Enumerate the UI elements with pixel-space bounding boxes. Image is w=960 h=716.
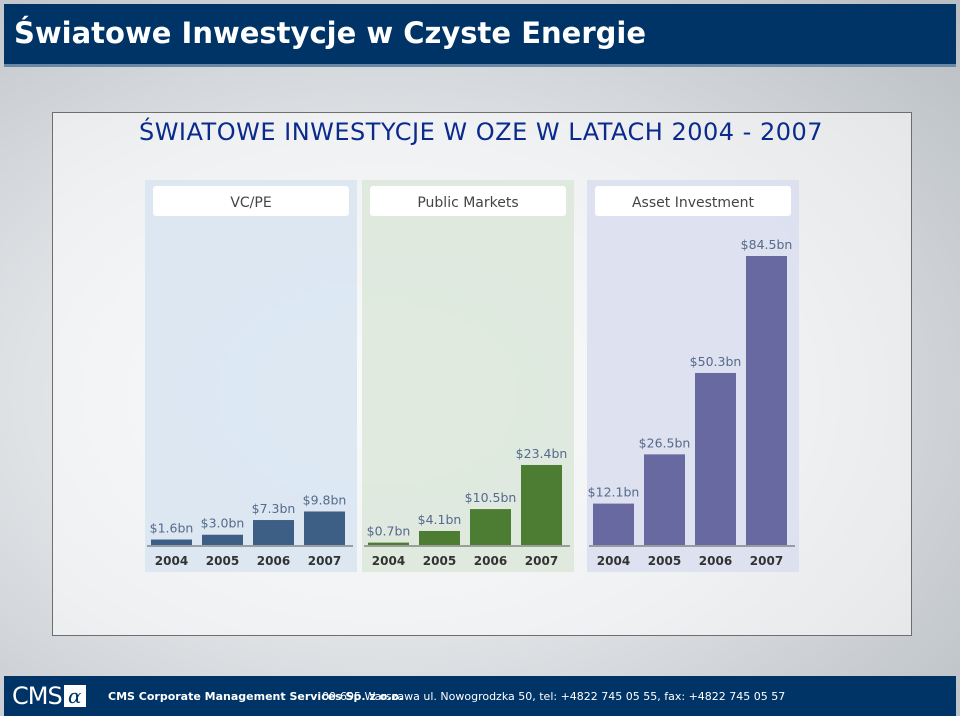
data-label: $12.1bn [588, 485, 640, 500]
year-tick-label: 2004 [372, 554, 405, 568]
bar [695, 372, 736, 545]
chart-heading: ŚWIATOWE INWESTYCJE W OZE W LATACH 2004 … [138, 118, 824, 146]
bar [470, 509, 511, 545]
year-tick-label: 2006 [699, 554, 732, 568]
bar [419, 530, 460, 545]
panel-title: Public Markets [417, 195, 518, 211]
footer-bar: CMS α CMS Corporate Management Services … [4, 676, 956, 716]
company-name: CMS Corporate Management Services Sp. z … [108, 690, 404, 703]
company-address: 00-695 Warszawa ul. Nowogrodzka 50, tel:… [322, 690, 786, 703]
year-tick-label: 2005 [206, 554, 239, 568]
data-label: $7.3bn [252, 501, 296, 516]
panel-title-box [595, 186, 791, 216]
year-tick-label: 2004 [155, 554, 188, 568]
year-tick-label: 2007 [750, 554, 783, 568]
year-tick-label: 2006 [257, 554, 290, 568]
data-label: $84.5bn [741, 237, 793, 252]
data-label: $1.6bn [150, 521, 194, 536]
data-label: $0.7bn [367, 524, 411, 539]
bar [151, 539, 192, 545]
panel-title-box [370, 186, 566, 216]
year-tick-label: 2006 [474, 554, 507, 568]
bar [593, 503, 634, 545]
panel-title: VC/PE [230, 195, 271, 211]
year-tick-label: 2007 [308, 554, 341, 568]
year-tick-label: 2005 [423, 554, 456, 568]
bar [304, 511, 345, 545]
panel-title-box [153, 186, 349, 216]
header-bar: Światowe Inwestycje w Czyste Energie [4, 4, 956, 67]
data-label: $50.3bn [690, 354, 742, 369]
data-label: $23.4bn [516, 446, 568, 461]
year-tick-label: 2004 [597, 554, 630, 568]
data-label: $3.0bn [201, 516, 245, 531]
panel-title: Asset Investment [632, 195, 755, 211]
bar [253, 520, 294, 545]
panel-background [145, 180, 357, 572]
slide-title: Światowe Inwestycje w Czyste Energie [14, 16, 646, 50]
logo-text: CMS [12, 682, 63, 710]
bar [368, 542, 409, 545]
data-label: $4.1bn [418, 512, 462, 527]
bar [202, 534, 243, 545]
bar [644, 454, 685, 545]
cms-logo: CMS α [12, 682, 86, 710]
data-label: $9.8bn [303, 492, 347, 507]
bar [521, 464, 562, 545]
alpha-icon: α [63, 685, 86, 707]
year-tick-label: 2005 [648, 554, 681, 568]
data-label: $10.5bn [465, 490, 517, 505]
year-tick-label: 2007 [525, 554, 558, 568]
data-label: $26.5bn [639, 435, 691, 450]
bar [746, 256, 787, 545]
